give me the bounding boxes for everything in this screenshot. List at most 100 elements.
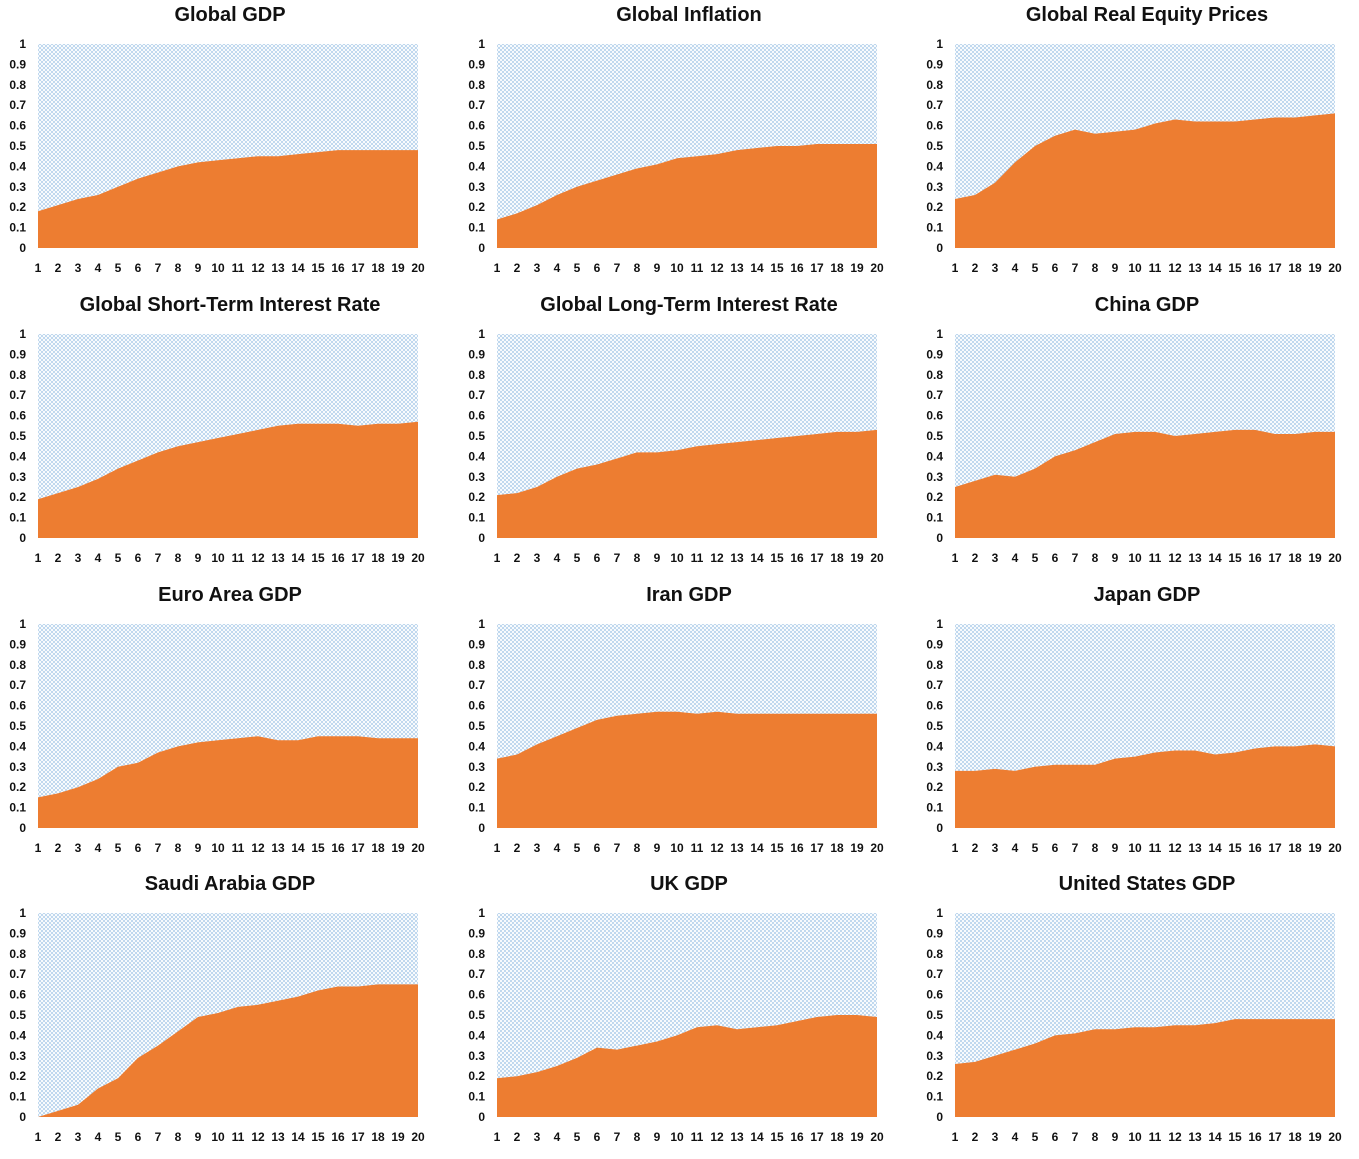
x-tick-label: 7 (614, 551, 621, 565)
x-tick-label: 11 (1149, 841, 1162, 855)
y-tick-label: 0 (936, 241, 943, 255)
x-tick-label: 6 (594, 841, 601, 855)
y-tick-label: 0.9 (468, 637, 485, 651)
y-tick-label: 0.6 (926, 699, 943, 713)
x-tick-label: 16 (331, 261, 345, 275)
x-tick-label: 6 (1052, 261, 1059, 275)
x-tick-label: 17 (351, 1130, 365, 1144)
x-tick-label: 3 (534, 551, 541, 565)
x-tick-label: 5 (574, 1130, 581, 1144)
x-tick-label: 2 (972, 841, 979, 855)
x-tick-label: 6 (1052, 1130, 1059, 1144)
x-tick-label: 13 (730, 1130, 744, 1144)
y-tick-label: 0.8 (9, 368, 26, 382)
x-tick-label: 11 (691, 261, 704, 275)
y-tick-label: 0.8 (9, 658, 26, 672)
y-tick-label: 0.9 (926, 57, 943, 71)
x-tick-label: 2 (55, 1130, 62, 1144)
x-tick-label: 14 (1208, 261, 1222, 275)
y-tick-label: 0 (478, 1110, 485, 1124)
y-tick-label: 0.9 (468, 57, 485, 71)
x-tick-label: 12 (1168, 261, 1182, 275)
x-tick-label: 10 (211, 1130, 225, 1144)
x-tick-label: 1 (494, 261, 501, 275)
x-tick-label: 16 (1248, 261, 1262, 275)
y-tick-label: 1 (936, 327, 943, 341)
x-tick-label: 20 (411, 1130, 425, 1144)
x-tick-label: 4 (95, 551, 102, 565)
y-tick-label: 0.7 (468, 967, 485, 981)
x-tick-label: 14 (1208, 841, 1222, 855)
x-tick-label: 19 (850, 551, 864, 565)
x-tick-label: 6 (135, 261, 142, 275)
y-tick-label: 0.2 (9, 1069, 26, 1083)
x-tick-label: 10 (1128, 841, 1142, 855)
x-tick-label: 9 (1112, 1130, 1119, 1144)
y-tick-label: 0.5 (468, 719, 485, 733)
x-tick-label: 17 (1268, 1130, 1282, 1144)
x-tick-label: 3 (992, 551, 999, 565)
y-tick-label: 0.9 (9, 926, 26, 940)
x-tick-label: 5 (1032, 1130, 1039, 1144)
x-tick-label: 19 (1308, 261, 1322, 275)
y-tick-label: 0.3 (9, 470, 26, 484)
x-tick-label: 12 (1168, 551, 1182, 565)
y-tick-label: 0.3 (9, 180, 26, 194)
y-tick-label: 0.2 (468, 490, 485, 504)
y-tick-label: 0.1 (468, 1090, 485, 1104)
x-tick-label: 10 (211, 841, 225, 855)
x-tick-label: 15 (770, 1130, 784, 1144)
x-tick-label: 13 (271, 261, 285, 275)
y-tick-label: 0.5 (926, 429, 943, 443)
y-tick-label: 1 (19, 617, 26, 631)
x-tick-label: 1 (952, 551, 959, 565)
x-tick-label: 10 (1128, 261, 1142, 275)
x-tick-label: 12 (1168, 841, 1182, 855)
x-tick-label: 12 (251, 1130, 265, 1144)
y-tick-label: 0.8 (9, 947, 26, 961)
y-tick-label: 0.1 (468, 801, 485, 815)
y-tick-label: 0.7 (468, 98, 485, 112)
x-tick-label: 4 (95, 841, 102, 855)
y-tick-label: 0.6 (468, 988, 485, 1002)
y-tick-label: 0.8 (468, 658, 485, 672)
y-tick-label: 0.2 (926, 490, 943, 504)
y-tick-label: 0.4 (9, 1028, 26, 1042)
y-tick-label: 0.4 (468, 1028, 485, 1042)
x-tick-label: 11 (691, 551, 704, 565)
x-tick-label: 8 (1092, 1130, 1099, 1144)
x-tick-label: 1 (35, 841, 42, 855)
y-tick-label: 0.9 (468, 926, 485, 940)
x-tick-label: 5 (1032, 841, 1039, 855)
x-tick-label: 8 (175, 1130, 182, 1144)
y-tick-label: 1 (936, 906, 943, 920)
x-tick-label: 10 (670, 1130, 684, 1144)
x-tick-label: 10 (211, 261, 225, 275)
x-tick-label: 18 (1288, 841, 1302, 855)
x-tick-label: 4 (95, 1130, 102, 1144)
y-tick-label: 0.4 (926, 159, 943, 173)
y-tick-label: 0.9 (9, 637, 26, 651)
y-tick-label: 1 (936, 37, 943, 51)
x-tick-label: 17 (810, 551, 824, 565)
x-tick-label: 7 (1072, 841, 1079, 855)
x-tick-label: 3 (992, 261, 999, 275)
x-tick-label: 9 (195, 551, 202, 565)
x-tick-label: 11 (232, 551, 245, 565)
x-tick-label: 13 (730, 841, 744, 855)
y-tick-label: 0.7 (468, 388, 485, 402)
y-tick-label: 0.8 (9, 78, 26, 92)
y-tick-label: 1 (478, 327, 485, 341)
y-tick-label: 0.5 (926, 139, 943, 153)
x-tick-label: 11 (691, 1130, 704, 1144)
x-tick-label: 10 (670, 841, 684, 855)
y-tick-label: 0.4 (468, 449, 485, 463)
x-tick-label: 7 (155, 261, 162, 275)
x-tick-label: 18 (1288, 261, 1302, 275)
